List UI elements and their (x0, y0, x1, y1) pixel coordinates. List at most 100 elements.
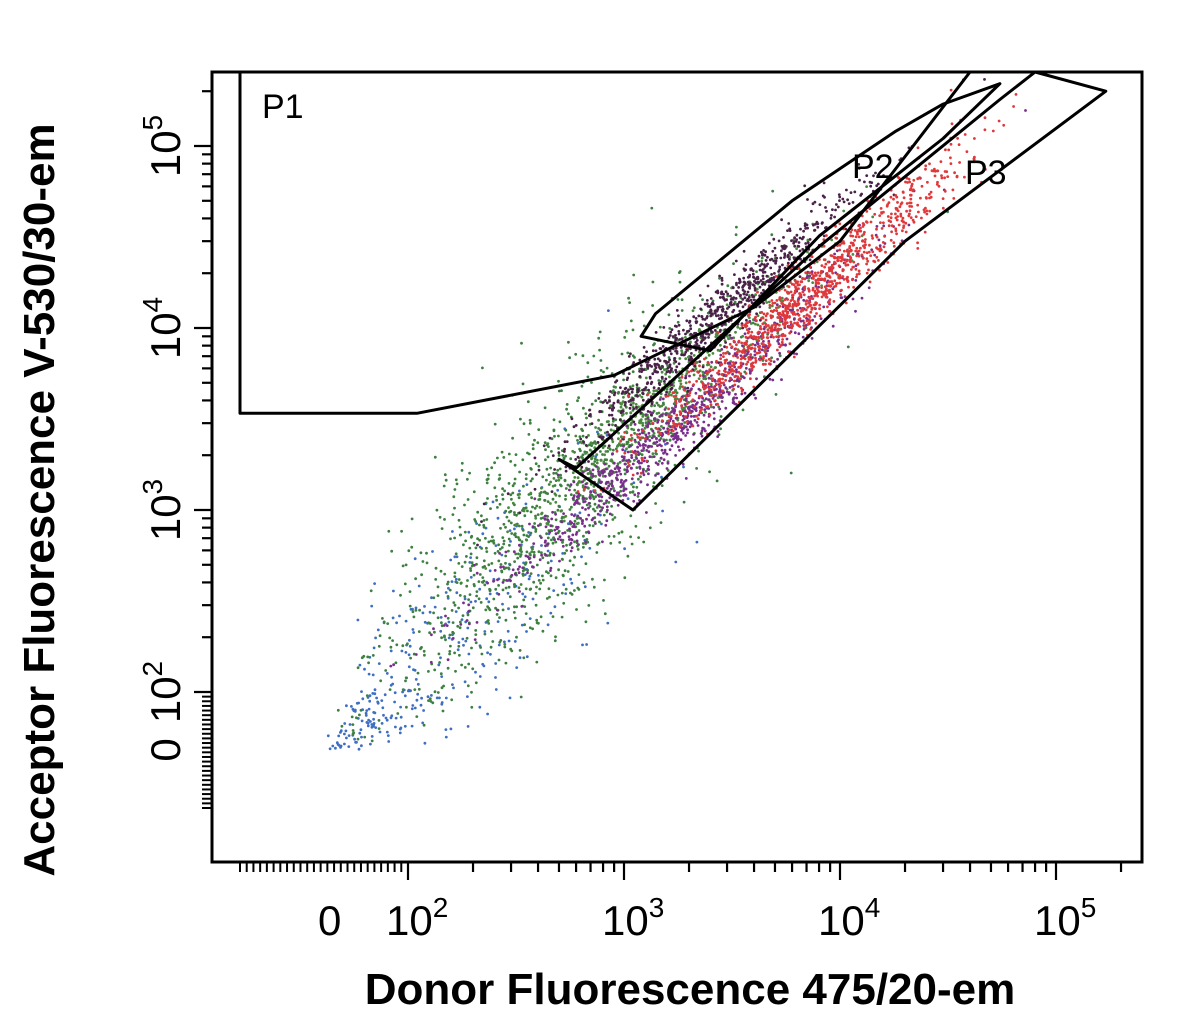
event-point (473, 638, 477, 641)
event-point (644, 417, 648, 421)
event-point (468, 622, 471, 626)
event-point (726, 284, 730, 288)
event-point (766, 331, 770, 335)
event-point (658, 325, 662, 329)
event-point (841, 275, 845, 278)
event-point (544, 553, 548, 557)
event-point (644, 386, 648, 389)
event-point (835, 282, 838, 285)
event-point (528, 574, 532, 578)
event-point (466, 626, 470, 630)
event-point (501, 602, 504, 606)
event-point (410, 517, 414, 521)
event-point (765, 274, 769, 278)
event-point (530, 467, 533, 471)
event-point (635, 394, 638, 397)
event-point (419, 551, 423, 555)
event-point (647, 388, 650, 392)
event-point (821, 194, 825, 198)
event-point (539, 581, 542, 585)
event-point (708, 413, 712, 417)
event-point (736, 385, 740, 388)
event-point (890, 230, 893, 234)
event-point (654, 502, 657, 505)
event-point (526, 451, 529, 455)
event-point (608, 512, 612, 516)
event-point (546, 623, 550, 627)
event-point (647, 468, 651, 471)
event-point (584, 482, 588, 486)
event-point (522, 422, 526, 426)
event-point (527, 433, 531, 436)
event-point (778, 265, 782, 269)
event-point (695, 344, 698, 347)
event-point (458, 594, 462, 597)
event-point (963, 175, 966, 179)
event-point (596, 467, 600, 471)
event-point (777, 316, 781, 319)
event-point (675, 337, 679, 340)
event-point (510, 573, 514, 577)
event-point (520, 524, 524, 528)
event-point (686, 414, 690, 418)
event-point (498, 477, 502, 480)
event-point (773, 246, 777, 250)
event-point (668, 412, 672, 415)
event-point (599, 410, 603, 413)
event-point (694, 367, 698, 371)
event-point (593, 489, 596, 492)
event-point (546, 536, 550, 540)
event-point (601, 474, 605, 478)
event-point (660, 484, 664, 487)
event-point (537, 468, 541, 472)
event-point (408, 644, 412, 648)
event-point (769, 266, 773, 270)
event-point (576, 399, 579, 403)
event-point (562, 450, 566, 453)
event-point (494, 676, 497, 679)
event-point (400, 529, 403, 533)
y-tick-label-group: 102 (137, 661, 189, 723)
event-point (407, 688, 411, 692)
event-point (910, 184, 913, 188)
event-point (517, 524, 521, 528)
event-point (601, 435, 605, 439)
event-point (350, 705, 353, 708)
event-point (853, 229, 857, 232)
event-point (668, 448, 672, 451)
event-point (415, 715, 419, 718)
event-point (530, 550, 534, 554)
event-point (682, 328, 685, 332)
event-point (564, 497, 567, 501)
event-point (693, 405, 697, 409)
event-point (381, 706, 385, 710)
event-point (467, 662, 471, 666)
event-point (762, 301, 765, 305)
event-point (558, 559, 561, 563)
event-point (695, 339, 699, 342)
event-point (515, 635, 518, 639)
event-point (688, 421, 692, 424)
event-point (529, 553, 532, 557)
event-point (720, 400, 724, 403)
event-point (598, 435, 602, 439)
event-point (659, 456, 663, 460)
event-point (704, 410, 707, 414)
event-point (758, 268, 762, 272)
event-point (641, 421, 644, 425)
event-point (695, 414, 698, 418)
event-point (850, 228, 854, 232)
event-point (759, 327, 763, 331)
event-point (452, 686, 455, 690)
event-point (648, 364, 652, 367)
event-point (407, 549, 411, 553)
event-point (695, 379, 698, 383)
event-point (667, 414, 671, 418)
event-point (642, 368, 646, 372)
event-point (887, 224, 891, 228)
event-point (772, 278, 776, 282)
event-point (765, 301, 769, 304)
event-point (973, 137, 976, 140)
event-point (596, 441, 600, 444)
event-point (374, 726, 378, 729)
